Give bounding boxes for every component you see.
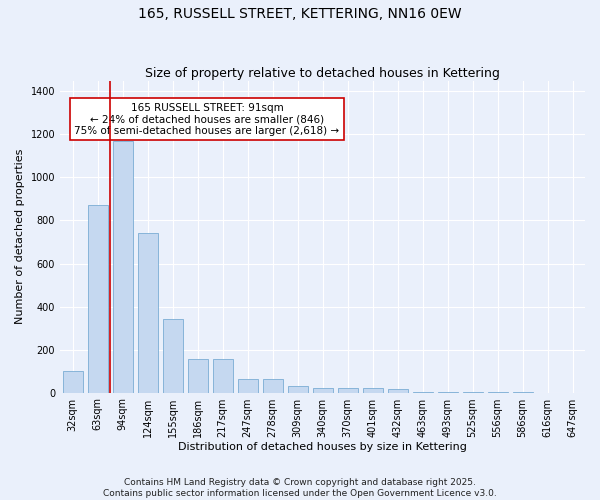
Bar bbox=[287, 386, 308, 392]
Bar bbox=[338, 388, 358, 392]
Bar bbox=[313, 388, 332, 392]
Bar bbox=[263, 378, 283, 392]
Bar bbox=[137, 234, 158, 392]
Bar bbox=[88, 206, 107, 392]
Text: 165 RUSSELL STREET: 91sqm
← 24% of detached houses are smaller (846)
75% of semi: 165 RUSSELL STREET: 91sqm ← 24% of detac… bbox=[74, 102, 340, 136]
Y-axis label: Number of detached properties: Number of detached properties bbox=[15, 149, 25, 324]
Bar bbox=[163, 320, 182, 392]
Bar bbox=[238, 378, 257, 392]
Bar bbox=[113, 141, 133, 393]
Bar bbox=[212, 359, 233, 392]
Bar bbox=[362, 388, 383, 392]
X-axis label: Distribution of detached houses by size in Kettering: Distribution of detached houses by size … bbox=[178, 442, 467, 452]
Text: 165, RUSSELL STREET, KETTERING, NN16 0EW: 165, RUSSELL STREET, KETTERING, NN16 0EW bbox=[138, 8, 462, 22]
Bar bbox=[388, 390, 407, 392]
Text: Contains HM Land Registry data © Crown copyright and database right 2025.
Contai: Contains HM Land Registry data © Crown c… bbox=[103, 478, 497, 498]
Bar bbox=[188, 359, 208, 392]
Bar bbox=[62, 371, 83, 392]
Title: Size of property relative to detached houses in Kettering: Size of property relative to detached ho… bbox=[145, 66, 500, 80]
